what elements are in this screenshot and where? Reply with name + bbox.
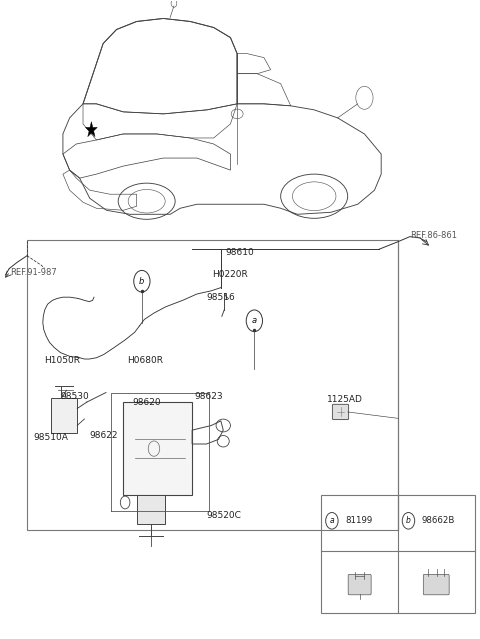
FancyBboxPatch shape <box>348 574 371 595</box>
Text: 98620: 98620 <box>132 398 161 407</box>
Text: 1125AD: 1125AD <box>327 395 363 404</box>
Bar <box>51 398 77 433</box>
Text: 98510A: 98510A <box>34 433 68 442</box>
Bar <box>27 240 398 530</box>
Text: a: a <box>252 316 257 325</box>
Text: 98516: 98516 <box>206 293 235 302</box>
FancyBboxPatch shape <box>332 404 348 420</box>
Text: 98530: 98530 <box>60 392 89 401</box>
Text: H0220R: H0220R <box>213 270 248 279</box>
Bar <box>322 495 475 613</box>
Text: REF.86-861: REF.86-861 <box>410 231 457 240</box>
Polygon shape <box>85 121 97 137</box>
Bar <box>137 495 165 523</box>
Text: b: b <box>139 277 144 286</box>
Text: 98623: 98623 <box>194 392 223 401</box>
Text: 98662B: 98662B <box>422 516 455 525</box>
Text: 98520C: 98520C <box>206 511 241 520</box>
Text: b: b <box>406 516 411 525</box>
FancyBboxPatch shape <box>423 574 449 595</box>
Text: 98622: 98622 <box>89 431 118 440</box>
Text: H1050R: H1050R <box>44 357 80 366</box>
Text: a: a <box>330 516 334 525</box>
Text: 98610: 98610 <box>226 248 254 257</box>
Text: H0680R: H0680R <box>128 357 164 366</box>
Text: REF.91-987: REF.91-987 <box>10 268 57 277</box>
Bar <box>123 403 192 495</box>
Text: 81199: 81199 <box>345 516 372 525</box>
